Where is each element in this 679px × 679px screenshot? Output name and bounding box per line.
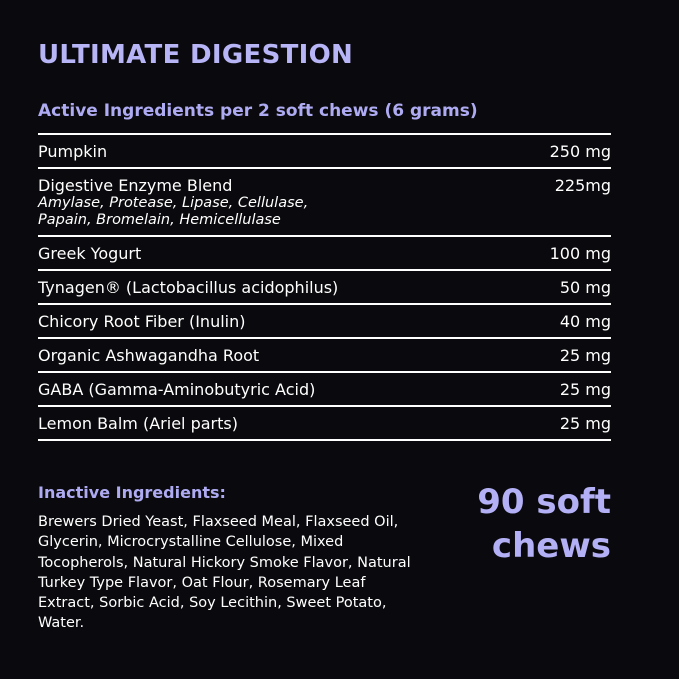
ingredient-name: Chicory Root Fiber (Inulin) (38, 312, 246, 331)
ingredient-name: Digestive Enzyme Blend (38, 176, 233, 195)
count-badge: 90 soft chews (477, 480, 611, 568)
ingredient-name: Pumpkin (38, 142, 108, 161)
ingredient-cell: Chicory Root Fiber (Inulin) (38, 312, 245, 331)
ingredient-cell: GABA (Gamma-Aminobutyric Acid) (38, 380, 315, 399)
table-row: Greek Yogurt 100 mg (38, 237, 611, 271)
ingredient-cell: Organic Ashwagandha Root (38, 346, 259, 365)
inactive-line: Turkey Type Flavor, Oat Flour, Rosemary … (38, 574, 366, 591)
title: ULTIMATE DIGESTION (38, 40, 354, 70)
table-row: Tynagen® (Lactobacillus acidophilus) 50 m… (38, 271, 611, 305)
table-row: Digestive Enzyme Blend Amylase, Protease,… (38, 169, 611, 237)
ingredient-cell: Lemon Balm (Ariel parts) (38, 414, 238, 433)
ingredient-name: Lemon Balm (Ariel parts) (38, 414, 238, 433)
table-row: Organic Ashwagandha Root 25 mg (38, 339, 611, 373)
count-line: chews (491, 526, 611, 566)
ingredient-name: GABA (Gamma-Aminobutyric Acid) (38, 380, 316, 399)
table-row: Pumpkin 250 mg (38, 135, 611, 169)
inactive-text: Brewers Dried Yeast, Flaxseed Meal, Flax… (38, 512, 411, 634)
ingredient-amount: 100 mg (549, 244, 611, 263)
ingredient-amount: 40 mg (559, 312, 611, 331)
table-row: GABA (Gamma-Aminobutyric Acid) 25 mg (38, 373, 611, 407)
ingredient-name: Tynagen® (Lactobacillus acidophilus) (38, 278, 339, 297)
ingredient-amount: 225mg (554, 176, 611, 195)
count-line: 90 soft (477, 482, 611, 522)
inactive-line: Tocopherols, Natural Hickory Smoke Flavo… (38, 554, 411, 571)
table-row: Chicory Root Fiber (Inulin) 40 mg (38, 305, 611, 339)
ingredient-cell: Greek Yogurt (38, 244, 141, 263)
ingredient-cell: Tynagen® (Lactobacillus acidophilus) (38, 278, 338, 297)
subtitle: Active Ingredients per 2 soft chews (6 g… (38, 101, 478, 121)
ingredient-amount: 250 mg (549, 142, 611, 161)
inactive-line: Water. (38, 615, 85, 632)
inactive-line: Brewers Dried Yeast, Flaxseed Meal, Flax… (38, 514, 399, 530)
ingredient-detail: Papain, Bromelain, Hemicellulase (38, 212, 281, 228)
ingredient-amount: 25 mg (559, 346, 611, 365)
ingredient-amount: 25 mg (559, 414, 611, 433)
table-row: Lemon Balm (Ariel parts) 25 mg (38, 407, 611, 441)
inactive-line: Extract, Sorbic Acid, Soy Lecithin, Swee… (38, 595, 387, 612)
ingredient-amount: 25 mg (559, 380, 611, 399)
ingredient-name: Organic Ashwagandha Root (38, 346, 260, 365)
ingredient-detail: Amylase, Protease, Lipase, Cellulase, (38, 195, 309, 211)
ingredient-name: Greek Yogurt (38, 244, 142, 263)
inactive-title: Inactive Ingredients: (38, 483, 226, 502)
inactive-line: Glycerin, Microcrystalline Cellulose, Mi… (38, 534, 344, 551)
ingredients-table: Pumpkin 250 mg Digestive Enzyme Blend Amyla… (38, 133, 611, 441)
ingredient-cell: Pumpkin (38, 142, 107, 161)
ingredient-cell: Digestive Enzyme Blend Amylase, Protease,… (38, 176, 308, 229)
ingredient-amount: 50 mg (559, 278, 611, 297)
